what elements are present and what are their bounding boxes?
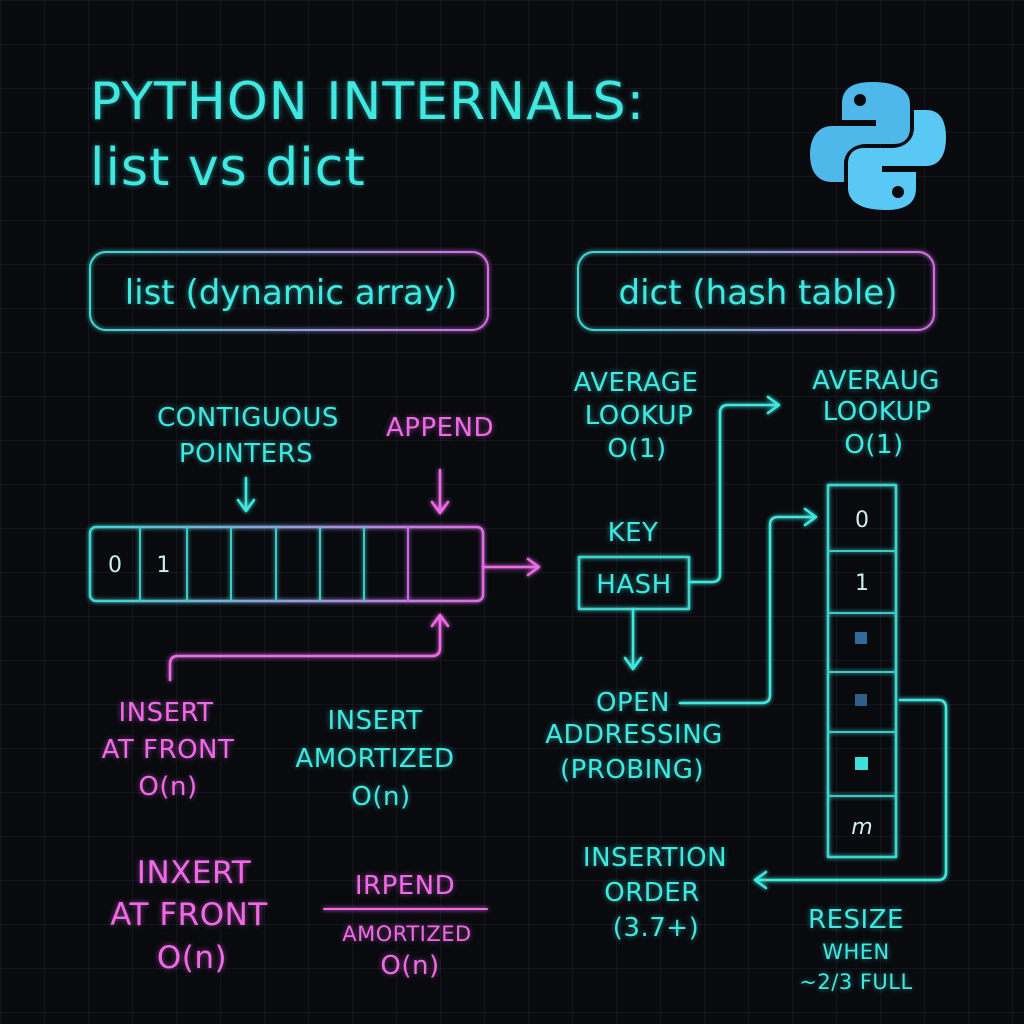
list-section-label: list (dynamic array): [90, 252, 492, 334]
dict-slot-dividers: [827, 550, 897, 797]
average-lookup-line-2: LOOKUP: [584, 401, 694, 431]
insert-front-line-2: AT FRONT: [101, 735, 235, 765]
insert-amortized-line-1: INSERT: [327, 706, 423, 736]
resize-line-1: RESIZE: [808, 905, 904, 935]
inxert-front-line-2: AT FRONT: [110, 897, 268, 933]
open-addressing-line-2: ADDRESSING: [545, 720, 723, 750]
averaug-lookup-line-3: O(1): [844, 430, 904, 460]
slot-marker-2: [855, 632, 867, 644]
slot-markers: [855, 632, 868, 770]
dict-section-label: dict (hash table): [578, 252, 938, 334]
average-lookup-line-3: O(1): [607, 434, 667, 464]
insertion-order-line-3: (3.7+): [612, 913, 700, 943]
dict-slot-m: m: [851, 815, 873, 840]
hash-to-lookup-arrow: [687, 395, 781, 584]
append-label: APPEND: [385, 413, 495, 443]
dict-pill-border: [577, 251, 935, 331]
irpend-line-1: IRPEND: [354, 871, 456, 901]
average-lookup-line-1: AVERAGE: [573, 368, 699, 398]
open-addressing-line-1: OPEN: [595, 688, 671, 718]
list-array-box: [88, 525, 485, 603]
open-addressing-line-3: (PROBING): [559, 755, 705, 785]
slot-marker-3: [855, 694, 867, 706]
insert-front-line-3: O(n): [138, 772, 198, 802]
insertion-order-line-1: INSERTION: [582, 843, 728, 873]
insert-amortized-line-3: O(n): [351, 782, 411, 812]
list-pill-border: [89, 251, 489, 331]
list-array-dividers: [139, 526, 409, 602]
averaug-lookup-line-2: LOOKUP: [822, 397, 932, 427]
slot-marker-4: [855, 757, 868, 770]
inxert-front-line-3: O(n): [156, 940, 228, 976]
insertion-order-line-2: ORDER: [604, 878, 700, 908]
averaug-lookup-line-1: AVERAUG: [812, 366, 940, 396]
array-to-dict-arrow: [481, 557, 541, 577]
title-line-1: PYTHON INTERNALS:: [90, 72, 646, 132]
irpend-line-3: O(n): [380, 951, 440, 981]
python-logo: [810, 82, 946, 210]
inxert-front-line-1: INXERT: [136, 855, 252, 891]
irpend-line-2: AMORTIZED: [342, 922, 472, 946]
list-section-text: list (dynamic array): [124, 273, 458, 313]
dict-slot-1: 1: [855, 571, 869, 596]
array-cell-0: 0: [108, 553, 122, 578]
append-arrow: [430, 468, 450, 515]
title-line-2: list vs dict: [90, 138, 366, 198]
python-logo-top: [810, 82, 910, 182]
resize-line-2: WHEN: [822, 940, 890, 964]
hash-label: HASH: [596, 570, 672, 600]
python-logo-bottom: [848, 110, 946, 210]
pointers-label: POINTERS: [178, 439, 314, 469]
insert-front-connector: [168, 613, 450, 682]
contiguous-arrow: [236, 476, 256, 513]
resize-arrow: [753, 698, 948, 890]
array-cell-1: 1: [156, 553, 171, 578]
key-label: KEY: [607, 518, 659, 548]
dict-slot-0: 0: [855, 508, 869, 533]
hash-to-probing-arrow: [623, 607, 643, 671]
probing-to-slot-arrow: [678, 507, 818, 705]
dict-section-text: dict (hash table): [618, 273, 898, 313]
contiguous-label: CONTIGUOUS: [157, 403, 339, 433]
insert-front-line-1: INSERT: [118, 698, 214, 728]
insert-amortized-line-2: AMORTIZED: [295, 744, 455, 774]
resize-line-3: ~2/3 FULL: [799, 970, 913, 994]
